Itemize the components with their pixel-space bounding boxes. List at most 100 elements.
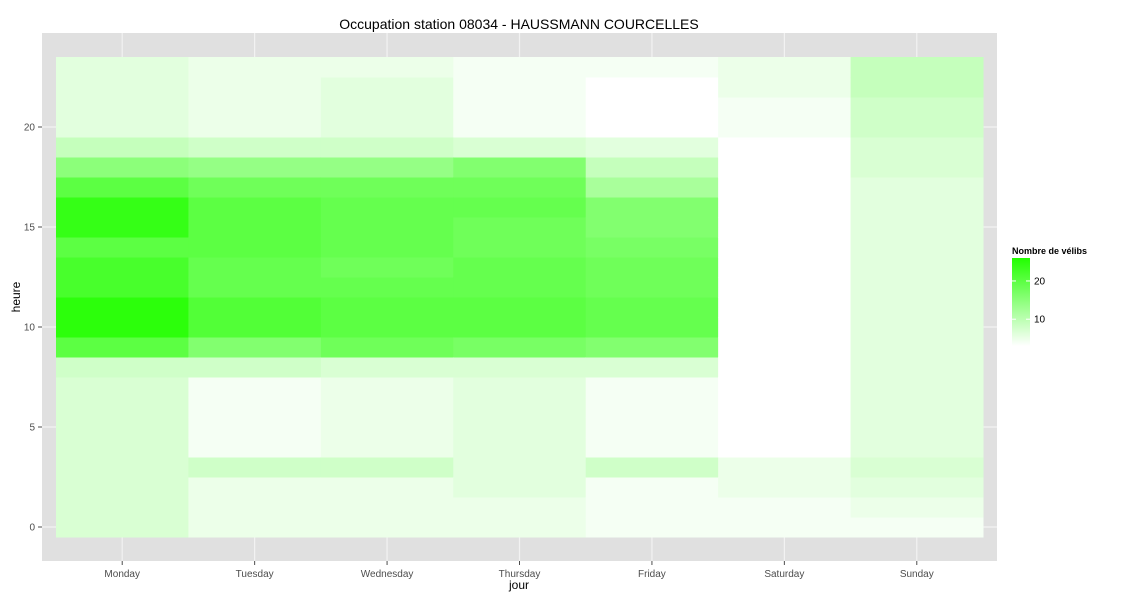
y-tick-label: 15	[24, 223, 36, 234]
y-tick-label: 10	[24, 323, 36, 334]
heatmap-cell	[850, 417, 984, 438]
heatmap-cell	[320, 477, 454, 498]
heatmap-cell	[56, 417, 189, 438]
legend-tick-label: 10	[1034, 315, 1046, 326]
heatmap-cell	[320, 297, 454, 318]
heatmap-cell	[718, 417, 852, 438]
heatmap-cell	[585, 137, 719, 158]
heatmap-cell	[188, 177, 322, 198]
heatmap-cell	[453, 277, 587, 298]
x-tick-label: Tuesday	[236, 569, 274, 580]
heatmap-cell	[585, 57, 719, 78]
heatmap-cell	[585, 337, 719, 358]
heatmap-cell	[850, 257, 984, 278]
heatmap-cell	[585, 357, 719, 378]
heatmap-cell	[585, 197, 719, 218]
heatmap-cell	[320, 257, 454, 278]
heatmap-cell	[56, 357, 189, 378]
heatmap-cell	[188, 437, 322, 458]
heatmap-cell	[188, 397, 322, 418]
heatmap-cell	[850, 77, 984, 98]
heatmap-cell	[718, 457, 852, 478]
heatmap-cell	[320, 57, 454, 78]
heatmap-cell	[850, 177, 984, 198]
heatmap-cell	[453, 397, 587, 418]
heatmap-cell	[56, 437, 189, 458]
heatmap-cell	[850, 437, 984, 458]
heatmap-cell	[56, 517, 189, 538]
x-tick-label: Monday	[104, 569, 140, 580]
heatmap-cell	[718, 337, 852, 358]
heatmap-cell	[718, 237, 852, 258]
heatmap-cell	[453, 57, 587, 78]
heatmap-cell	[850, 277, 984, 298]
heatmap-cell	[585, 477, 719, 498]
heatmap-cell	[453, 257, 587, 278]
y-tick-label: 20	[24, 123, 36, 134]
heatmap-cell	[585, 277, 719, 298]
heatmap-cell	[320, 337, 454, 358]
heatmap-cell	[56, 497, 189, 518]
heatmap-cell	[56, 117, 189, 138]
heatmap-cell	[585, 217, 719, 238]
heatmap-cell	[850, 397, 984, 418]
heatmap-cell	[188, 517, 322, 538]
heatmap-cell	[585, 97, 719, 118]
legend-colorbar	[1012, 258, 1030, 346]
heatmap-cell	[320, 497, 454, 518]
heatmap-cell	[850, 97, 984, 118]
heatmap-cell	[585, 417, 719, 438]
heatmap-cell	[718, 277, 852, 298]
heatmap-cell	[56, 97, 189, 118]
heatmap-cell	[56, 457, 189, 478]
heatmap-cell	[188, 377, 322, 398]
heatmap-cell	[188, 117, 322, 138]
heatmap-cell	[850, 197, 984, 218]
heatmap-cell	[850, 297, 984, 318]
heatmap-cell	[188, 297, 322, 318]
heatmap-cell	[188, 217, 322, 238]
heatmap-cell	[718, 217, 852, 238]
heatmap-cell	[718, 497, 852, 518]
heatmap-cell	[453, 97, 587, 118]
heatmap-cell	[320, 97, 454, 118]
heatmap-cell	[850, 477, 984, 498]
heatmap-cell	[453, 197, 587, 218]
heatmap-cell	[718, 157, 852, 178]
heatmap-cell	[320, 137, 454, 158]
heatmap-cell	[56, 237, 189, 258]
heatmap-cell	[320, 77, 454, 98]
heatmap-cell	[56, 477, 189, 498]
heatmap-cells	[56, 57, 984, 538]
heatmap-cell	[718, 377, 852, 398]
heatmap-cell	[585, 397, 719, 418]
y-tick-label: 5	[29, 423, 35, 434]
heatmap-cell	[850, 117, 984, 138]
heatmap-cell	[718, 477, 852, 498]
legend-tick-label: 20	[1034, 276, 1046, 287]
heatmap-cell	[56, 277, 189, 298]
heatmap-cell	[453, 177, 587, 198]
heatmap-cell	[56, 77, 189, 98]
heatmap-cell	[320, 417, 454, 438]
heatmap-cell	[850, 237, 984, 258]
heatmap-cell	[585, 517, 719, 538]
heatmap-cell	[56, 177, 189, 198]
legend: Nombre de vélibs 10 20	[1012, 246, 1087, 346]
heatmap-cell	[56, 137, 189, 158]
legend-ticks: 10 20	[1012, 276, 1046, 326]
heatmap-cell	[320, 217, 454, 238]
heatmap-cell	[585, 237, 719, 258]
heatmap-cell	[188, 497, 322, 518]
heatmap-cell	[850, 337, 984, 358]
heatmap-cell	[453, 357, 587, 378]
heatmap-cell	[718, 517, 852, 538]
heatmap-cell	[585, 437, 719, 458]
heatmap-cell	[850, 357, 984, 378]
legend-title: Nombre de vélibs	[1012, 246, 1087, 256]
heatmap-cell	[188, 97, 322, 118]
heatmap-cell	[188, 457, 322, 478]
heatmap-cell	[718, 317, 852, 338]
heatmap-cell	[56, 57, 189, 78]
